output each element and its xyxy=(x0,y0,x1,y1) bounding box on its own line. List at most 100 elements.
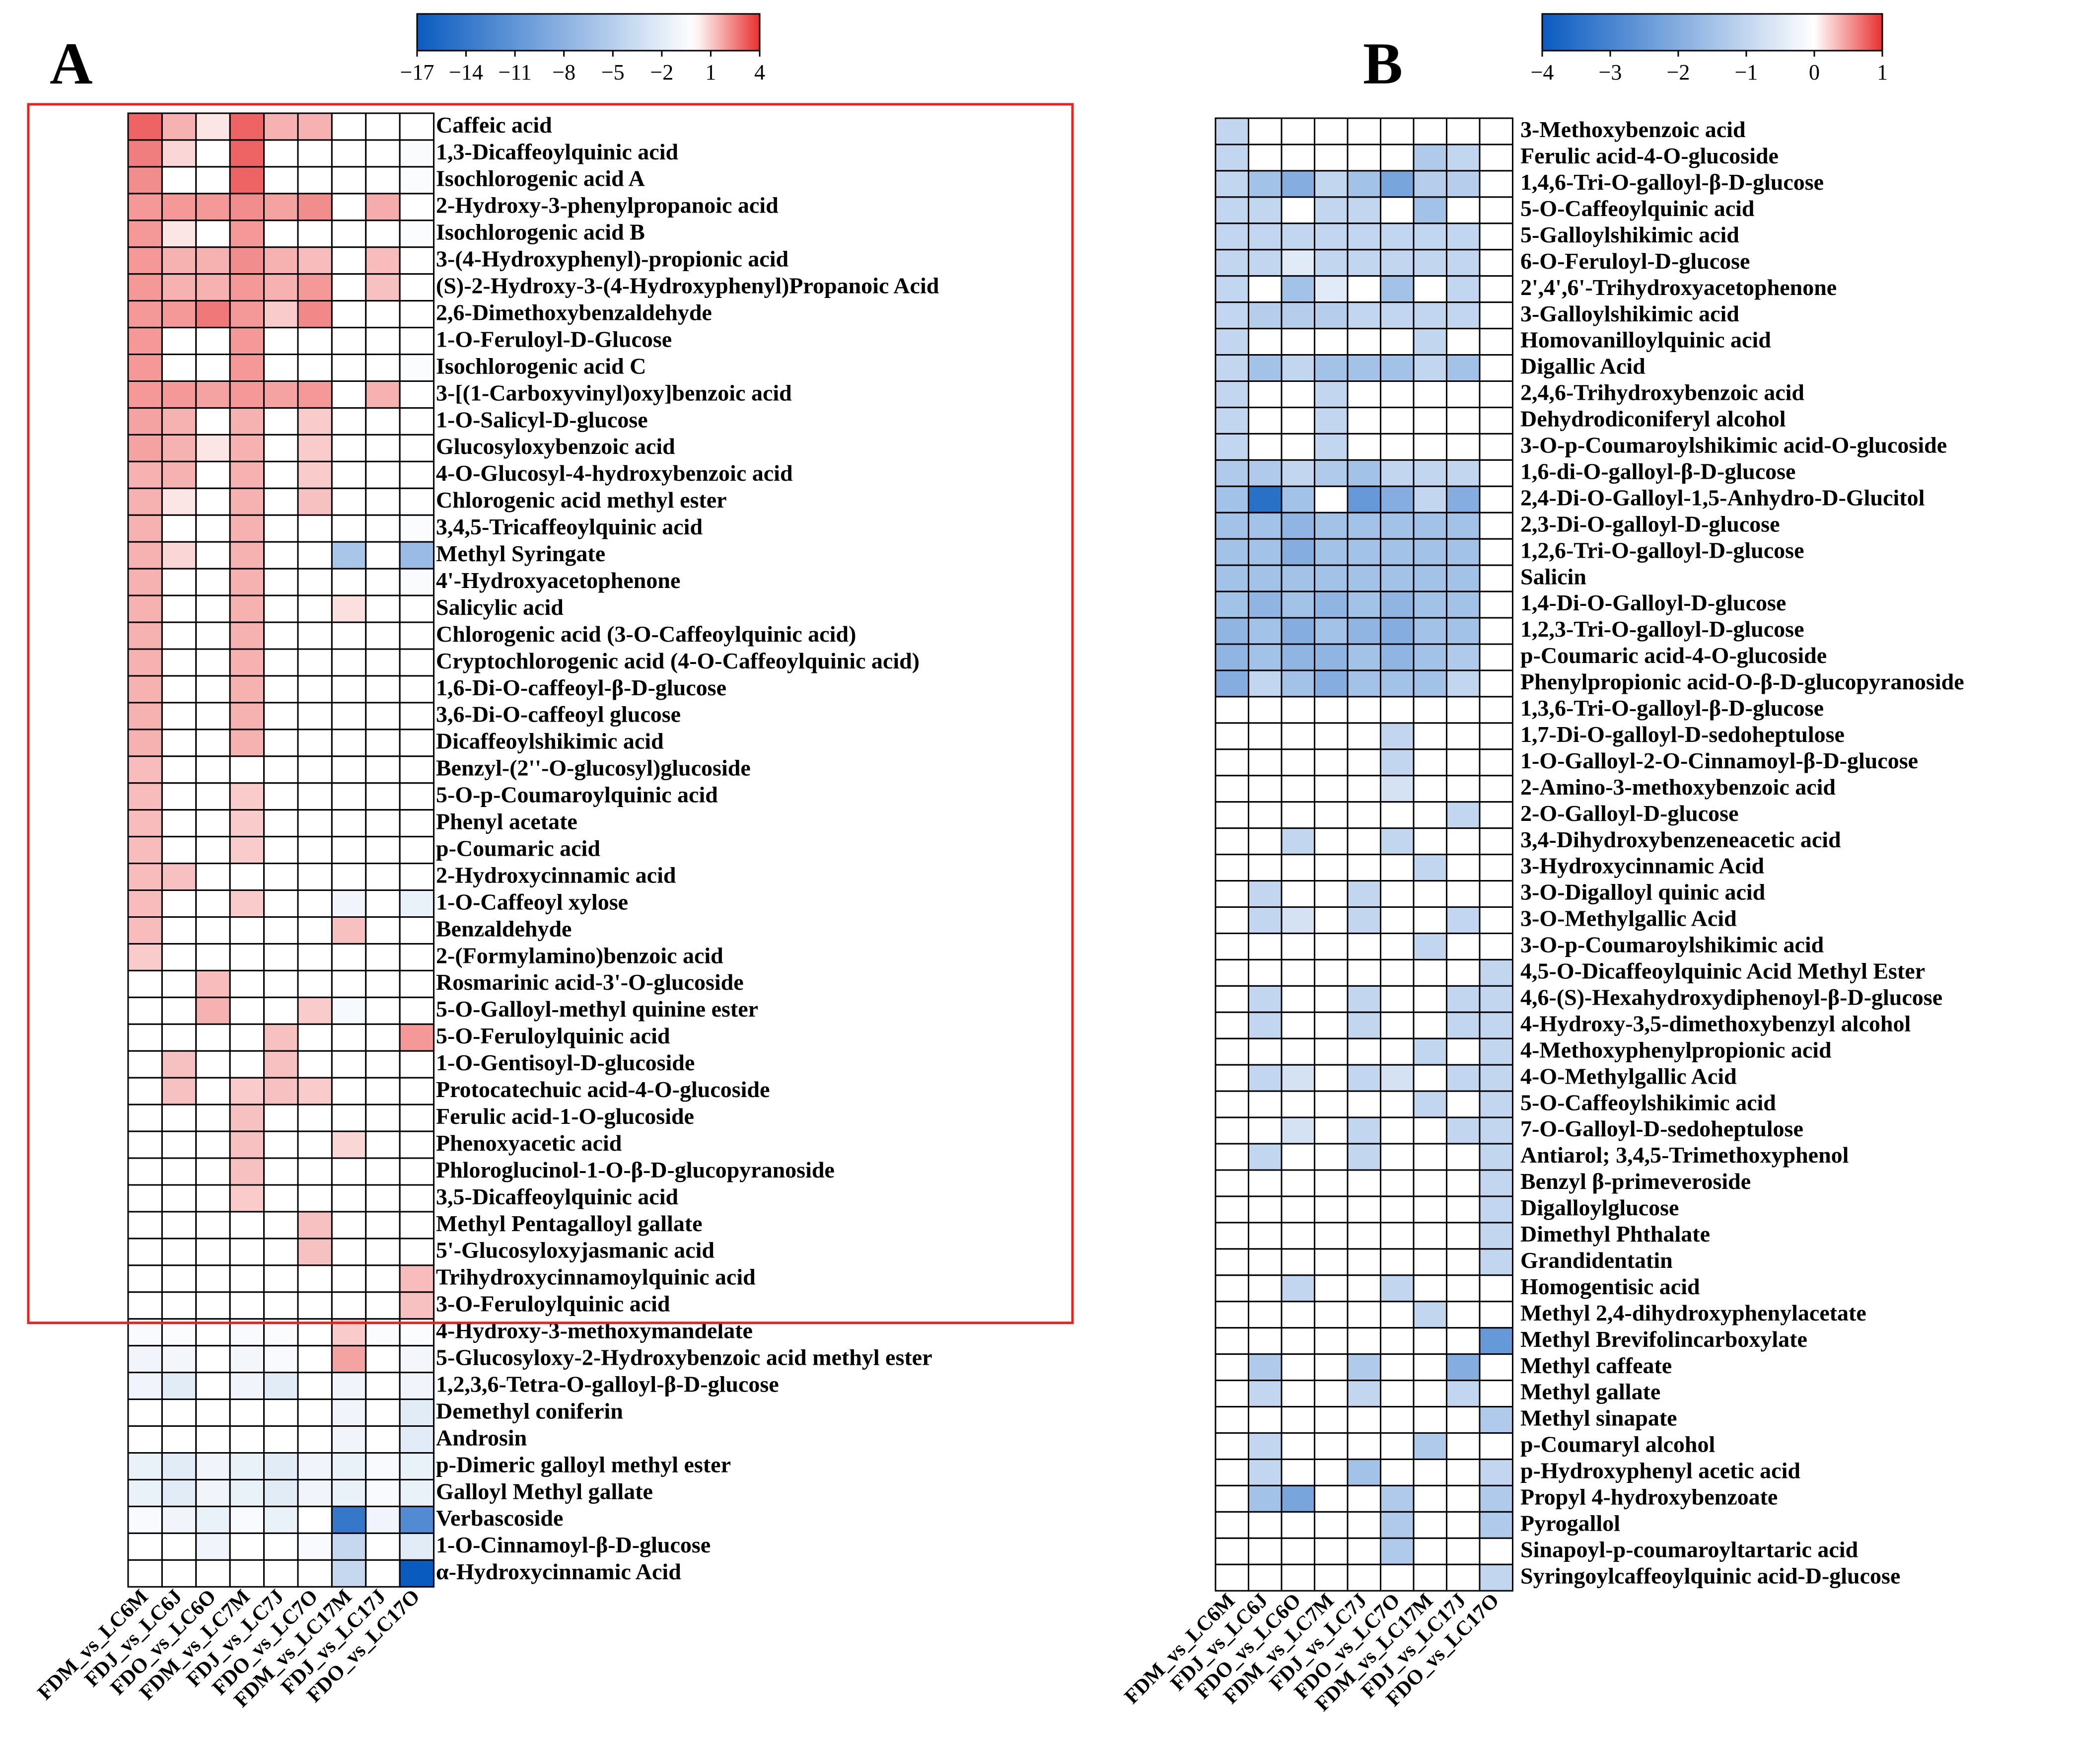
heatmap-cell xyxy=(297,220,333,248)
heatmap-cell xyxy=(127,434,163,462)
heatmap-cell xyxy=(195,1157,231,1186)
highlight-box xyxy=(27,103,1074,1324)
heatmap-cell xyxy=(1479,564,1513,592)
heatmap-cell xyxy=(365,434,401,462)
heatmap-cell xyxy=(1281,696,1315,724)
heatmap-cell xyxy=(1347,1537,1381,1565)
heatmap-cell xyxy=(195,1184,231,1213)
row-label: (S)-2-Hydroxy-3-(4-Hydroxyphenyl)Propano… xyxy=(436,273,939,298)
heatmap-cell xyxy=(1479,932,1513,960)
heatmap-cell xyxy=(1347,1458,1381,1486)
heatmap-cell xyxy=(331,969,367,998)
heatmap-cell xyxy=(127,729,163,757)
heatmap-cell xyxy=(297,863,333,891)
heatmap-cell xyxy=(263,1505,299,1534)
heatmap-cell xyxy=(1446,1406,1481,1434)
row-label: 3-Methoxybenzoic acid xyxy=(1520,117,1746,142)
heatmap-cell xyxy=(1479,144,1513,172)
heatmap-cell xyxy=(1347,1248,1381,1276)
heatmap-cell xyxy=(1248,617,1283,645)
heatmap-cell xyxy=(1314,275,1349,303)
heatmap-cell xyxy=(1479,1169,1513,1197)
heatmap-cell xyxy=(1413,380,1447,408)
heatmap-cell xyxy=(161,1425,197,1454)
row-label: Methyl sinapate xyxy=(1520,1405,1677,1431)
heatmap-cell xyxy=(1380,722,1415,750)
heatmap-cell xyxy=(1413,275,1447,303)
heatmap-cell xyxy=(1413,485,1447,514)
heatmap-cell xyxy=(1281,1011,1315,1039)
heatmap-cell xyxy=(1479,406,1513,435)
heatmap-cell xyxy=(1314,380,1349,408)
heatmap-cell xyxy=(365,1532,401,1561)
heatmap-cell xyxy=(229,193,265,221)
heatmap-cell xyxy=(1248,249,1283,277)
heatmap-cell xyxy=(1446,617,1481,645)
heatmap-cell xyxy=(1215,669,1249,698)
heatmap-cell xyxy=(1347,696,1381,724)
heatmap-cell xyxy=(1314,354,1349,382)
heatmap-cell xyxy=(1281,722,1315,750)
row-label: p-Hydroxyphenyl acetic acid xyxy=(1520,1458,1800,1483)
row-label: Isochlorogenic acid B xyxy=(436,220,645,245)
heatmap-cell xyxy=(1347,1563,1381,1592)
heatmap-cell xyxy=(1314,1090,1349,1118)
heatmap-cell xyxy=(1347,1484,1381,1513)
heatmap-cell xyxy=(1248,1327,1283,1355)
heatmap-cell xyxy=(331,220,367,248)
heatmap-cell xyxy=(1479,459,1513,487)
heatmap-cell xyxy=(127,1077,163,1105)
heatmap-cell xyxy=(365,594,401,623)
heatmap-cell xyxy=(161,1103,197,1132)
heatmap-cell xyxy=(1281,512,1315,540)
heatmap-cell xyxy=(1215,538,1249,566)
heatmap-cell xyxy=(331,1077,367,1105)
row-label: 3-Galloylshikimic acid xyxy=(1520,301,1739,326)
heatmap-cell xyxy=(1446,406,1481,435)
heatmap-cell xyxy=(1281,1090,1315,1118)
heatmap-cell xyxy=(229,943,265,971)
heatmap-cell xyxy=(1413,1563,1447,1592)
heatmap-cell xyxy=(331,354,367,382)
heatmap-cell xyxy=(1248,1248,1283,1276)
heatmap-cell xyxy=(1380,1406,1415,1434)
row-label: Trihydroxycinnamoylquinic acid xyxy=(436,1264,756,1290)
heatmap-cell xyxy=(1479,538,1513,566)
heatmap-cell xyxy=(1281,538,1315,566)
heatmap-cell xyxy=(1314,985,1349,1013)
heatmap-cell xyxy=(1215,1274,1249,1303)
heatmap-cell xyxy=(1446,1116,1481,1145)
heatmap-cell xyxy=(1314,1537,1349,1565)
heatmap-cell xyxy=(1215,117,1249,146)
heatmap-cell xyxy=(127,380,163,409)
row-label: Salicylic acid xyxy=(436,594,564,620)
heatmap-cell xyxy=(331,1157,367,1186)
heatmap-cell xyxy=(1314,906,1349,934)
heatmap-cell xyxy=(263,1532,299,1561)
heatmap-cell xyxy=(161,1023,197,1052)
heatmap-cell xyxy=(1314,301,1349,330)
heatmap-cell xyxy=(1281,775,1315,803)
heatmap-cell xyxy=(1314,1011,1349,1039)
row-label: p-Dimeric galloyl methyl ester xyxy=(436,1452,731,1477)
heatmap-cell xyxy=(1281,590,1315,619)
heatmap-cell xyxy=(365,1184,401,1213)
row-label: Dicaffeoylshikimic acid xyxy=(436,729,664,754)
heatmap-cell xyxy=(1314,328,1349,356)
heatmap-cell xyxy=(1248,144,1283,172)
heatmap-cell xyxy=(1413,1406,1447,1434)
heatmap-cell xyxy=(365,514,401,543)
heatmap-cell xyxy=(1380,1432,1415,1460)
heatmap-cell xyxy=(1479,1327,1513,1355)
row-label: 3,4-Dihydroxybenzeneacetic acid xyxy=(1520,827,1841,852)
heatmap-cell xyxy=(1215,643,1249,671)
heatmap-cell xyxy=(1215,144,1249,172)
heatmap-cell xyxy=(297,675,333,704)
heatmap-cell xyxy=(1248,1511,1283,1539)
row-label: 1-O-Gentisoyl-D-glucoside xyxy=(436,1050,695,1075)
heatmap-cell xyxy=(263,112,299,141)
row-label: Methyl 2,4-dihydroxyphenylacetate xyxy=(1520,1300,1866,1325)
heatmap-cell xyxy=(195,1425,231,1454)
heatmap-cell xyxy=(1314,1222,1349,1250)
heatmap-cell xyxy=(297,729,333,757)
